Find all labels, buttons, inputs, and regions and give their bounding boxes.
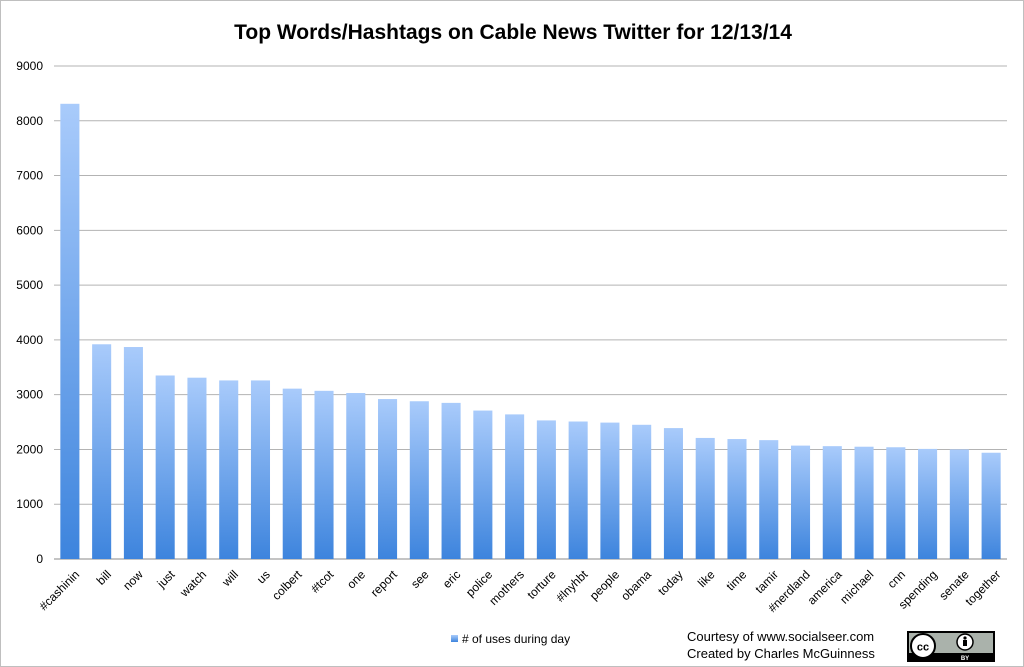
- chart-title: Top Words/Hashtags on Cable News Twitter…: [234, 21, 792, 44]
- bar: [346, 393, 366, 559]
- bar: [505, 414, 525, 559]
- bar: [886, 447, 906, 559]
- x-tick-label: us: [254, 567, 273, 586]
- y-tick-label: 7000: [16, 169, 43, 183]
- bar: [727, 439, 747, 559]
- cc-icon: [910, 633, 936, 659]
- x-tick-label: people: [587, 567, 623, 603]
- bar: [536, 420, 556, 559]
- bars: [60, 103, 1001, 560]
- bar: [854, 446, 874, 559]
- x-tick-label: colbert: [269, 567, 305, 603]
- x-tick-label: obama: [618, 567, 654, 603]
- bar: [695, 437, 715, 559]
- x-tick-label: today: [655, 567, 686, 598]
- x-tick-label: just: [154, 567, 178, 591]
- x-tick-label: michael: [837, 567, 876, 606]
- x-tick-label: #cashinin: [36, 567, 82, 613]
- y-tick-label: 3000: [16, 388, 43, 402]
- cc-text: cc: [917, 642, 929, 654]
- x-tick-label: report: [368, 567, 401, 600]
- x-tick-label: now: [120, 567, 146, 593]
- x-tick-label: will: [219, 567, 241, 589]
- x-tick-label: #lnyhbt: [553, 567, 591, 605]
- x-tick-label: see: [408, 567, 432, 591]
- x-tick-label: america: [805, 567, 845, 607]
- x-tick-label: like: [695, 567, 718, 590]
- bar: [632, 424, 652, 559]
- x-tick-label: one: [344, 567, 368, 591]
- bar: [918, 448, 938, 559]
- credit-line-2: Created by Charles McGuinness: [687, 646, 875, 661]
- x-tick-label: mothers: [486, 567, 527, 608]
- bar: [790, 445, 811, 559]
- bar: [92, 344, 112, 559]
- x-tick-label: time: [723, 567, 749, 593]
- x-tick-label: eric: [440, 567, 464, 591]
- x-tick-label: tamir: [752, 567, 781, 596]
- y-tick-label: 9000: [16, 59, 43, 73]
- bar: [441, 402, 461, 559]
- bar: [568, 421, 588, 559]
- bar: [219, 380, 239, 559]
- bar: [759, 440, 779, 559]
- bar: [314, 390, 334, 559]
- y-tick-label: 4000: [16, 333, 43, 347]
- bar: [282, 388, 302, 559]
- bar: [663, 428, 683, 559]
- bar: [600, 422, 620, 559]
- bar: [409, 401, 429, 559]
- gridlines: [54, 65, 1007, 560]
- legend-swatch: [451, 635, 458, 642]
- bar: [822, 446, 842, 559]
- bar: [187, 377, 207, 559]
- by-text: BY: [961, 656, 969, 662]
- y-tick-label: 6000: [16, 223, 43, 237]
- legend: # of uses during day: [451, 632, 570, 646]
- y-axis-ticks: 0 1000 2000 3000 4000 5000 6000 7000 8000 9000: [16, 59, 43, 566]
- y-tick-label: 0: [36, 552, 43, 566]
- cc-by-license-badge: cc BY: [907, 631, 995, 662]
- bar: [123, 347, 143, 559]
- credit-line-1: Courtesy of www.socialseer.com: [687, 629, 874, 644]
- x-tick-label: #tcot: [308, 567, 337, 596]
- bar: [378, 399, 398, 559]
- bar: [60, 103, 80, 560]
- bar: [473, 410, 493, 559]
- x-tick-label: cnn: [885, 567, 909, 591]
- y-tick-label: 5000: [16, 278, 43, 292]
- bar: [949, 449, 969, 559]
- credits: Courtesy of www.socialseer.com Created b…: [687, 629, 875, 661]
- x-tick-label: bill: [94, 567, 114, 587]
- y-tick-label: 1000: [16, 497, 43, 511]
- legend-label: # of uses during day: [462, 632, 570, 646]
- bar: [250, 380, 271, 559]
- bar: [981, 452, 1001, 559]
- y-tick-label: 2000: [16, 442, 43, 456]
- y-tick-label: 8000: [16, 114, 43, 128]
- x-tick-label: together: [962, 567, 1003, 608]
- bar: [155, 375, 175, 559]
- x-tick-label: watch: [177, 567, 210, 600]
